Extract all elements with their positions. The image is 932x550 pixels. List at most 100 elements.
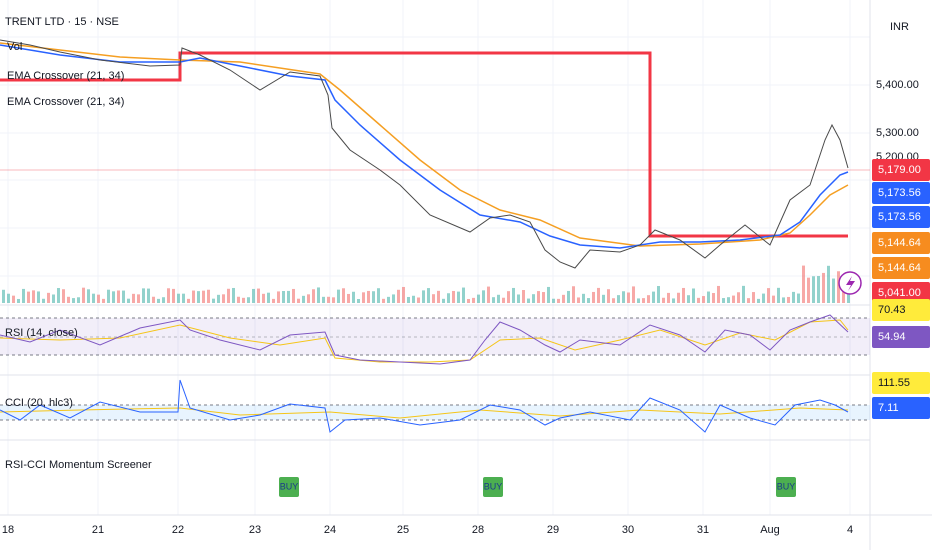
volume-bar	[322, 296, 325, 303]
price-axis-label: 5,400.00	[876, 79, 919, 91]
legend-label[interactable]: EMA Crossover (21, 34)	[7, 96, 124, 108]
volume-bar	[832, 278, 835, 303]
buy-signal-box	[279, 477, 299, 497]
volume-bar	[172, 288, 175, 303]
volume-bar	[402, 286, 405, 303]
price-tag-label: 5,144.64	[878, 237, 921, 249]
volume-bar	[517, 294, 520, 303]
time-label: 25	[397, 524, 409, 536]
time-label: 31	[697, 524, 709, 536]
cci-line	[0, 379, 849, 433]
volume-bar	[802, 265, 805, 303]
volume-bar	[572, 286, 575, 303]
volume-bar	[252, 288, 255, 303]
volume-bar	[757, 298, 760, 303]
volume-bar	[372, 291, 375, 303]
volume-bar	[237, 296, 240, 303]
legend-label[interactable]: EMA Crossover (21, 34)	[7, 70, 124, 82]
volume-bar	[217, 294, 220, 303]
volume-bar	[227, 288, 230, 303]
volume-bar	[132, 293, 135, 303]
volume-bar	[317, 287, 320, 303]
volume-bar	[282, 291, 285, 303]
volume-bar	[107, 289, 110, 303]
time-label: 30	[622, 524, 634, 536]
volume-bar	[392, 294, 395, 303]
volume-bar	[347, 293, 350, 303]
volume-bar	[692, 288, 695, 303]
legend-label[interactable]: Vol	[7, 41, 22, 53]
volume-bar	[452, 290, 455, 303]
volume-bar	[567, 290, 570, 303]
volume-bar	[367, 290, 370, 303]
volume-bar	[362, 292, 365, 303]
volume-bar	[637, 298, 640, 303]
buy-signal-box	[776, 477, 796, 497]
volume-bar	[77, 297, 80, 303]
screener-title[interactable]: RSI-CCI Momentum Screener	[5, 459, 152, 471]
volume-bar	[507, 291, 510, 303]
volume-bar	[717, 285, 720, 303]
volume-bar	[732, 295, 735, 303]
volume-bar	[552, 298, 555, 303]
time-label: Aug	[760, 524, 780, 536]
rsi-title[interactable]: RSI (14, close)	[5, 327, 78, 339]
price-axis-label: 5,300.00	[876, 127, 919, 139]
volume-bar	[677, 292, 680, 303]
volume-bar	[767, 288, 770, 303]
currency: INR	[890, 21, 909, 33]
volume-bar	[562, 294, 565, 303]
volume-bar	[787, 296, 790, 303]
volume-bar	[812, 276, 815, 303]
price-tag	[872, 159, 930, 181]
volume-bar	[682, 287, 685, 303]
volume-bar	[827, 265, 830, 303]
volume-bar	[147, 288, 150, 303]
rsi-ma	[0, 319, 849, 363]
volume-bar	[797, 293, 800, 303]
volume-bar	[92, 293, 95, 303]
volume-bar	[42, 298, 45, 303]
volume-bar	[822, 272, 825, 303]
volume-bar	[262, 293, 265, 303]
price-tag	[872, 372, 930, 394]
cci-title[interactable]: CCI (20, hlc3)	[5, 397, 73, 409]
volume-bar	[162, 297, 165, 303]
volume-bar	[642, 298, 645, 303]
volume-bar	[687, 295, 690, 303]
volume-bar	[772, 295, 775, 303]
volume-bar	[457, 291, 460, 303]
volume-bar	[112, 291, 115, 303]
volume-bar	[807, 277, 810, 303]
volume-bar	[467, 298, 470, 303]
price-tag	[872, 326, 930, 348]
volume-bar	[792, 291, 795, 303]
price-tag	[872, 299, 930, 321]
volume-bar	[182, 293, 185, 303]
volume-bar	[747, 298, 750, 303]
price-tag	[872, 232, 930, 254]
alert-icon-bolt	[846, 276, 855, 291]
volume-bar	[97, 294, 100, 303]
price-tag-label: 70.43	[878, 304, 906, 316]
symbol-title[interactable]: TRENT LTD · 15 · NSE	[5, 16, 119, 28]
volume-bar	[547, 286, 550, 303]
volume-bar	[557, 298, 560, 303]
price-tag-label: 5,173.56	[878, 211, 921, 223]
price-tag-label: 5,179.00	[878, 164, 921, 176]
volume-bar	[602, 294, 605, 303]
volume-bar	[817, 276, 820, 303]
time-label: 18	[2, 524, 14, 536]
volume-bar	[522, 290, 525, 303]
time-label: 28	[472, 524, 484, 536]
volume-bar	[502, 297, 505, 303]
overlay: 18 21 22 23 24 25 28 29 30 31 Aug 4 Vol EMA Crossover…	[2, 41, 930, 536]
volume-bar	[582, 293, 585, 303]
price-tag-label: 5,173.56	[878, 187, 921, 199]
volume-bar	[202, 290, 205, 303]
volume-bar	[777, 287, 780, 303]
price-tag	[872, 282, 930, 304]
volume-bar	[177, 293, 180, 303]
time-label: 22	[172, 524, 184, 536]
time-label: 4	[847, 524, 853, 536]
